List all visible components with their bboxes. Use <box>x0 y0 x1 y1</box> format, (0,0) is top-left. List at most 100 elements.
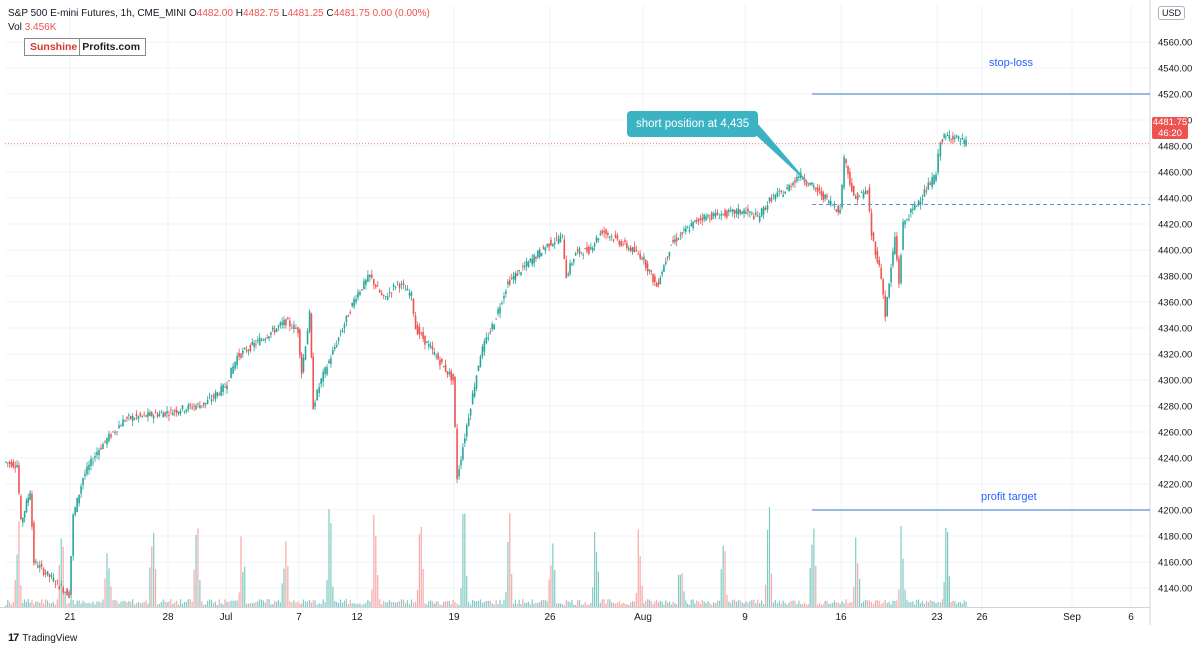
candle-body <box>42 568 45 575</box>
tradingview-brand[interactable]: 17 TradingView <box>8 632 77 644</box>
volume-bar <box>645 600 647 607</box>
candle-body <box>574 253 577 256</box>
volume-bar <box>375 536 377 607</box>
volume-bar <box>377 574 379 607</box>
candle-body <box>902 221 904 250</box>
volume-bar <box>611 602 613 607</box>
volume-bar <box>828 603 830 607</box>
candle-body <box>402 283 405 286</box>
currency-selector[interactable]: USD <box>1158 6 1186 20</box>
volume-bar <box>654 601 656 607</box>
candle-body <box>586 246 588 252</box>
candle-body <box>72 514 74 556</box>
candle-body <box>876 250 879 263</box>
volume-value: 3.456K <box>24 22 57 33</box>
candle-body <box>690 223 693 226</box>
volume-bar <box>174 602 176 607</box>
volume-label: Vol <box>8 22 22 33</box>
candle-body <box>108 433 110 441</box>
candle-body <box>170 409 172 411</box>
candle-body <box>135 414 138 417</box>
volume-bar <box>343 600 346 607</box>
volume-bar <box>624 603 626 607</box>
volume-bar <box>916 600 918 607</box>
candle-body <box>659 277 662 284</box>
volume-bar <box>843 603 845 607</box>
candle-body <box>626 243 628 249</box>
volume-bar <box>522 599 524 607</box>
candle-body <box>164 412 166 416</box>
volume-bar <box>763 604 765 607</box>
candle-body <box>538 249 541 257</box>
candle-body <box>835 209 838 212</box>
volume-bar <box>162 599 164 607</box>
volume-bar <box>697 601 700 607</box>
volume-bar <box>404 603 407 607</box>
candle-body <box>376 285 379 287</box>
volume-bar <box>759 603 761 607</box>
volume-bar <box>681 573 683 607</box>
candle-body <box>22 517 24 523</box>
candle-body <box>882 279 884 295</box>
close-value: 4481.75 <box>333 8 370 19</box>
candle-body <box>572 258 575 263</box>
candle-body <box>923 189 926 197</box>
candle-body <box>537 250 539 258</box>
short-position-callout[interactable]: short position at 4,435 <box>627 111 759 137</box>
volume-bar <box>690 599 692 607</box>
candle-body <box>931 177 933 187</box>
candle-body <box>582 254 585 256</box>
candle-body <box>709 218 711 220</box>
volume-bar <box>50 603 53 607</box>
volume-bar <box>367 599 369 607</box>
volume-bar <box>578 599 581 607</box>
open-label: O <box>189 8 197 19</box>
candle-body <box>672 239 674 243</box>
candle-body <box>520 272 522 275</box>
candle-body <box>382 294 385 296</box>
candle-body <box>522 266 524 268</box>
volume-bar <box>927 602 929 607</box>
candle-body <box>273 329 276 333</box>
volume-bar <box>236 600 238 607</box>
candle-body <box>304 346 307 360</box>
y-tick-label: 4320.00 <box>1158 350 1192 361</box>
volume-bar <box>959 602 962 607</box>
volume-bar <box>435 601 437 607</box>
candle-body <box>523 265 526 268</box>
volume-bar <box>41 599 43 607</box>
candle-body <box>106 438 108 445</box>
volume-bar <box>923 603 926 607</box>
volume-bar <box>902 558 904 607</box>
candle-body <box>295 327 297 329</box>
volume-bar <box>332 586 334 607</box>
volume-bar <box>493 604 495 607</box>
candle-body <box>851 183 853 192</box>
candle-body <box>124 420 126 422</box>
candle-body <box>599 233 602 235</box>
volume-bar <box>430 600 432 607</box>
candle-body <box>610 236 613 238</box>
candle-body <box>754 212 757 215</box>
candle-body <box>359 291 361 295</box>
sunshine-profits-logo: Sunshine Profits.com <box>24 38 147 56</box>
candle-body <box>776 192 779 197</box>
volume-bar <box>253 602 255 607</box>
volume-bar <box>847 603 849 607</box>
volume-bar <box>201 601 203 607</box>
volume-bar <box>790 601 792 607</box>
volume-bar <box>580 604 582 607</box>
volume-bar <box>420 526 422 607</box>
volume-bar <box>160 602 162 607</box>
volume-bar <box>601 599 603 607</box>
volume-bar <box>443 601 445 607</box>
volume-bar <box>45 599 47 607</box>
volume-bar <box>837 602 839 607</box>
volume-bar <box>433 603 435 607</box>
candle-body <box>620 241 622 246</box>
candle-body <box>84 473 86 477</box>
candle-body <box>768 197 771 202</box>
candle-body <box>578 248 581 254</box>
volume-bar <box>679 574 681 607</box>
